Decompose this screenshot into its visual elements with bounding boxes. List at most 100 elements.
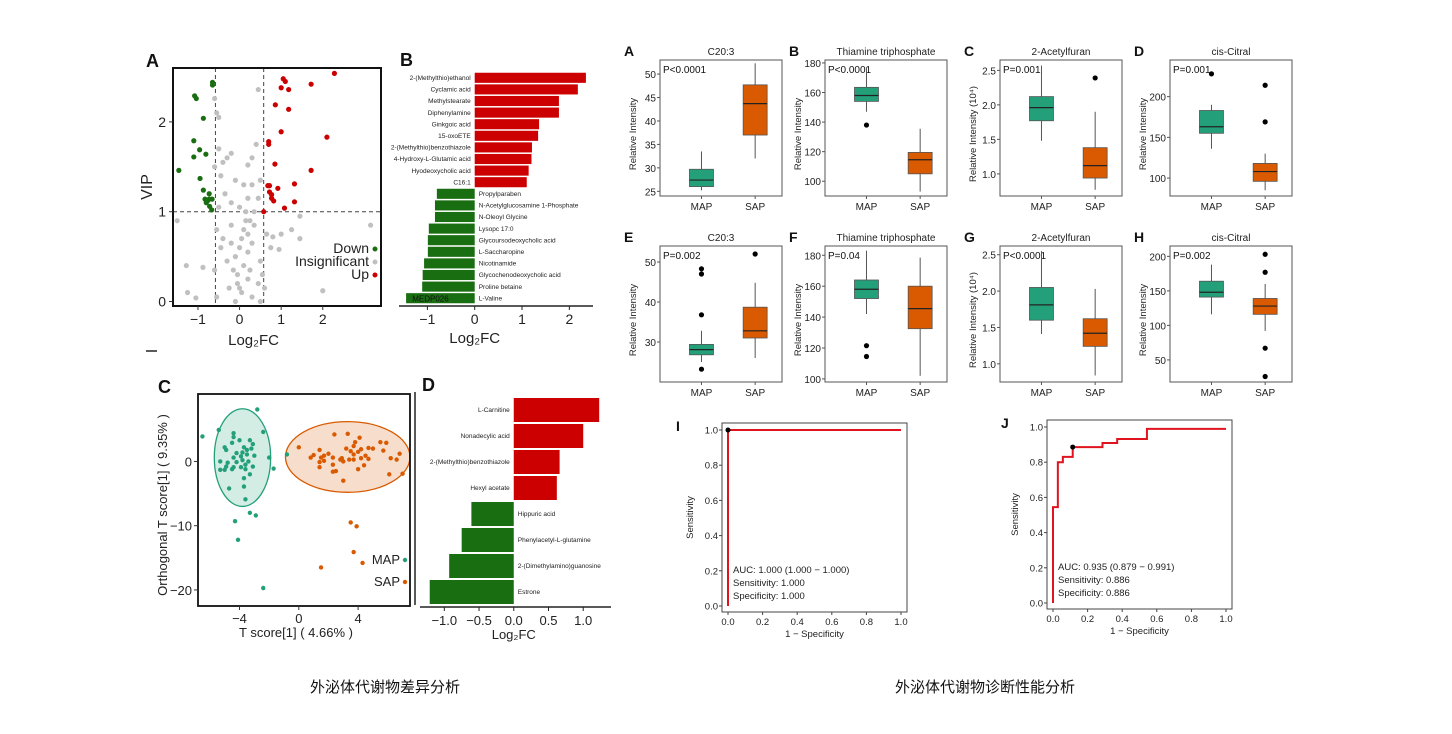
data-point-insignificant (216, 204, 222, 210)
data-point-insignificant (268, 245, 274, 251)
roc-annotation: Sensitivity: 0.886 (1058, 575, 1130, 586)
data-point-insignificant (245, 231, 251, 237)
plot-title: cis-Citral (1212, 233, 1251, 244)
bar (474, 84, 578, 95)
data-point-insignificant (257, 298, 263, 305)
panel-label: D (1134, 43, 1144, 59)
bar (424, 258, 475, 269)
data-point-insignificant (216, 146, 222, 152)
data-point-sap (332, 432, 337, 437)
x-tick-label: 0.0 (505, 613, 523, 628)
data-point-sap (351, 549, 356, 555)
plot-border (1169, 59, 1293, 197)
x-tick-label: MAP (1031, 388, 1053, 399)
x-tick-label: 0.0 (1046, 614, 1059, 625)
y-axis-label: Relative Intensity (793, 284, 804, 357)
data-point-up (268, 192, 275, 198)
x-tick-label: SAP (1255, 202, 1275, 213)
x-tick-label: 1.0 (1219, 614, 1232, 625)
y-tick-label: 0.2 (1030, 563, 1043, 574)
y-tick-label: 0.4 (1030, 528, 1043, 539)
panel-label: A (624, 43, 634, 59)
box-sap (1252, 163, 1278, 182)
data-point-insignificant (239, 236, 245, 242)
panel-label: G (964, 229, 975, 245)
data-point-insignificant (232, 254, 238, 260)
y-axis-label: Relative Intensity (10⁴) (968, 272, 979, 368)
cutoff-point (725, 427, 731, 433)
x-tick-label: 0 (471, 311, 479, 327)
data-point-map (232, 519, 238, 524)
bar (474, 107, 559, 118)
data-point-insignificant (212, 267, 218, 273)
bar-chart-B: B 2-(Methylthio)ethanol Cyclamic acid Methy… (391, 50, 593, 347)
data-point-map (225, 460, 230, 465)
data-point-insignificant (276, 246, 282, 253)
data-point-sap (330, 462, 336, 467)
data-point-map (250, 464, 256, 469)
bar (429, 580, 514, 604)
data-point-map (218, 467, 223, 473)
data-point-insignificant (230, 267, 236, 273)
data-point-insignificant (241, 227, 247, 233)
bar (474, 119, 540, 130)
data-point-up (291, 181, 298, 187)
x-tick-label: 1.0 (894, 617, 907, 628)
data-point-insignificant (212, 95, 218, 102)
x-tick-label: 0.4 (1116, 614, 1129, 625)
data-point-down (191, 154, 197, 160)
y-tick-label: 0 (158, 294, 166, 310)
bar (474, 142, 532, 153)
bar-label: Hippuric acid (518, 511, 556, 518)
plot-border (172, 67, 382, 307)
data-point-insignificant (278, 231, 284, 237)
data-point-insignificant (212, 164, 218, 170)
data-point-insignificant (193, 295, 199, 301)
data-point-insignificant (226, 285, 232, 291)
data-point-up (286, 86, 292, 93)
legend-marker (402, 579, 408, 585)
data-point-map (253, 513, 259, 518)
panel-label: D (422, 375, 435, 395)
x-tick-label: 1 (277, 311, 285, 327)
data-point-insignificant (245, 249, 251, 255)
data-point-insignificant (249, 240, 255, 246)
y-tick-label: −20 (170, 583, 192, 598)
data-point-sap (354, 524, 359, 529)
data-point-sap (366, 456, 371, 462)
data-point-sap (358, 447, 364, 452)
roc-annotation: Sensitivity: 1.000 (733, 578, 805, 589)
legend-label: Down (333, 240, 369, 256)
data-point-sap (333, 468, 339, 474)
data-point-down (197, 147, 203, 153)
data-point-map (231, 434, 236, 440)
panel-label: C (158, 377, 171, 397)
x-tick-label: SAP (1085, 202, 1105, 213)
data-point-insignificant (228, 200, 234, 206)
bar-label: Glycochenodeoxycholic acid (479, 272, 561, 279)
y-tick-label: 200 (1149, 93, 1166, 104)
data-point-up (282, 78, 288, 85)
x-tick-label: 1 (518, 311, 526, 327)
data-point-map (243, 462, 248, 467)
data-point-map (255, 407, 260, 412)
data-point-insignificant (228, 150, 234, 156)
plot-title: C20:3 (708, 233, 735, 244)
data-point-up (261, 209, 267, 215)
y-axis-label: Relative Intensity (628, 98, 639, 171)
data-point-map (247, 472, 253, 477)
data-point-up (308, 167, 314, 173)
data-point-map (234, 450, 239, 456)
bar (474, 95, 559, 107)
data-point-insignificant (220, 159, 226, 165)
data-point-insignificant (297, 213, 303, 219)
x-tick-label: 1.0 (574, 613, 592, 628)
data-point-map (231, 455, 236, 460)
x-tick-label: 2 (565, 311, 573, 327)
data-point-map (223, 447, 229, 453)
data-point-up (275, 185, 281, 191)
y-tick-label: 100 (1149, 174, 1166, 185)
bar (449, 554, 514, 578)
plot-border (659, 59, 783, 197)
